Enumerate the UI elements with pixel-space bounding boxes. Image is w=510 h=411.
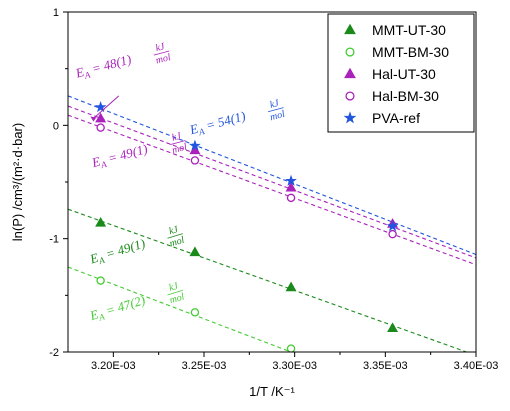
ann-mmt-bm-frac-top: kJ	[168, 281, 180, 294]
annotation-arrow-line	[93, 95, 120, 119]
ann-hal-bot-value: = 49(1)	[103, 141, 149, 167]
ann-mmt-ut-frac-bottom: mol	[168, 235, 186, 250]
x-tick-label-3: 3.30E-03	[272, 360, 317, 372]
point-mmt-ut-30-2	[189, 246, 201, 257]
ann-hal-bot-e: E	[89, 154, 102, 171]
ann-hal-top-e: E	[73, 64, 86, 81]
point-mmt-bm-30-2	[190, 308, 200, 317]
x-tick-label-1: 3.20E-03	[91, 360, 136, 372]
point-pva-ref-4	[386, 220, 399, 232]
y-tick-label-3: 0	[53, 120, 59, 132]
legend-marker-pva-ref	[343, 111, 357, 124]
point-mmt-bm-30-3	[286, 344, 296, 352]
point-hal-bm-30-2	[190, 156, 200, 165]
ann-mmt-ut-sub: A	[97, 255, 107, 267]
ann-hal-bot-sub: A	[99, 159, 108, 170]
plot-area	[68, 95, 476, 352]
legend-label-hal-ut-30: Hal-UT-30	[372, 66, 436, 82]
x-tick-label-2: 3.25E-03	[182, 360, 227, 372]
ann-pva-frac-bottom: mol	[269, 109, 287, 124]
ann-mmt-ut-e: E	[87, 250, 100, 267]
point-hal-bm-30-3	[286, 193, 296, 203]
fit-line-hal-ut-30	[68, 105, 476, 259]
point-mmt-ut-30-1	[95, 216, 107, 227]
y-axis-title: ln(P) /cm³/(m²·d·bar)	[10, 123, 25, 241]
legend-marker-hal-ut-30	[344, 67, 356, 79]
ann-hal-top-sub: A	[82, 69, 91, 80]
fit-line-mmt-ut-30	[68, 208, 469, 352]
point-pva-ref-2	[189, 139, 201, 151]
fit-line-pva-ref	[68, 95, 476, 256]
ann-hal-bot-frac-bottom: mol	[171, 142, 189, 157]
legend-marker-hal-bm-30	[345, 91, 355, 101]
legend-label-hal-bm-30: Hal-BM-30	[372, 88, 439, 104]
ann-mmt-bm-e: E	[87, 306, 100, 323]
ann-mmt-bm-label: EA = 47(2)	[87, 292, 147, 325]
ann-hal-top-label: EA = 48(1)	[73, 51, 133, 82]
legend: MMT-UT-30 MMT-BM-30 Hal-UT-30 Hal-BM-30 PVA-…	[327, 13, 475, 133]
annotation-arrow-head	[90, 116, 97, 122]
ann-pva-e: E	[187, 121, 200, 138]
ann-pva-value: = 54(1)	[201, 108, 247, 134]
point-hal-ut-30-1	[95, 112, 107, 123]
point-mmt-ut-30-3	[285, 281, 297, 292]
point-pva-ref-1	[94, 101, 107, 113]
ann-mmt-ut-value: = 49(1)	[101, 235, 147, 262]
y-tick-label-2: -1	[49, 234, 59, 246]
ann-pva-frac-bar	[267, 107, 284, 113]
y-tick-label-1: -2	[49, 347, 59, 359]
ann-mmt-bm-sub: A	[97, 311, 107, 323]
ann-hal-bot-frac-top: kJ	[171, 131, 183, 144]
ann-mmt-ut-frac-top: kJ	[168, 224, 180, 237]
ann-mmt-ut-label: EA = 49(1)	[87, 235, 147, 268]
ann-pva-frac-top: kJ	[269, 98, 281, 111]
ann-hal-bot-label: EA = 49(1)	[89, 141, 149, 172]
x-tick-label-5: 3.40E-03	[454, 360, 499, 372]
ann-mmt-bm-value: = 47(2)	[101, 292, 147, 319]
x-tick-label-4: 3.35E-03	[363, 360, 408, 372]
point-pva-ref-3	[285, 174, 297, 186]
legend-label-pva-ref: PVA-ref	[372, 110, 420, 126]
y-tick-label-4: 1	[53, 7, 59, 19]
ann-mmt-ut-frac-bar	[167, 233, 183, 239]
ann-mmt-bm-frac-bottom: mol	[168, 291, 186, 306]
legend-marker-mmt-bm-30	[345, 47, 355, 57]
fit-line-hal-bm-30	[68, 114, 476, 266]
ann-hal-top-frac-top: kJ	[154, 41, 166, 54]
point-mmt-bm-30-1	[96, 276, 105, 285]
ann-hal-top-frac-bottom: mol	[155, 52, 173, 67]
ann-hal-top-frac-bar	[153, 50, 170, 56]
fit-line-mmt-bm-30	[68, 266, 292, 352]
ann-hal-top-value: = 48(1)	[87, 51, 133, 77]
legend-label-mmt-ut-30: MMT-UT-30	[372, 22, 446, 38]
ann-pva-sub: A	[197, 126, 206, 137]
legend-label-mmt-bm-30: MMT-BM-30	[372, 44, 449, 60]
point-hal-bm-30-4	[388, 229, 397, 239]
point-mmt-ut-30-4	[387, 322, 399, 333]
legend-marker-mmt-ut-30	[344, 23, 356, 35]
point-hal-bm-30-1	[96, 123, 105, 132]
x-axis-title: 1/T /K⁻¹	[249, 384, 295, 399]
point-hal-ut-30-3	[285, 181, 297, 192]
axes: 3.20E-03 3.25E-03 3.30E-03 3.35E-03 3.40E-03…	[10, 7, 498, 399]
ann-hal-bot-frac-bar	[170, 140, 186, 146]
ann-mmt-bm-frac-bar	[167, 289, 183, 296]
ann-pva-label: EA = 54(1)	[187, 108, 247, 139]
